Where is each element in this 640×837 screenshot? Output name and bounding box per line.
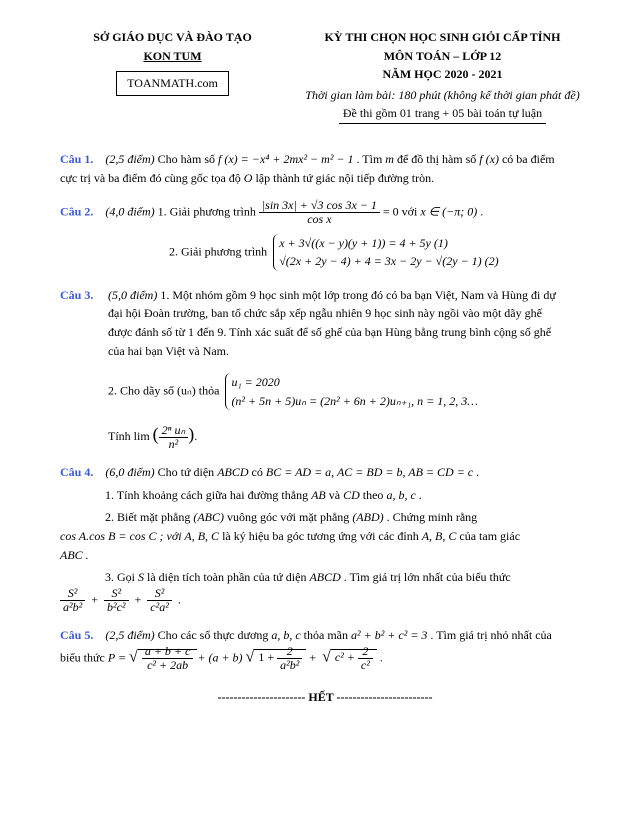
points-2: (4,0 điểm) bbox=[105, 205, 154, 219]
question-1: Câu 1. (2,5 điểm) Cho hàm số f (x) = −x⁴… bbox=[60, 150, 590, 187]
issuer-line-2: KON TUM bbox=[60, 47, 285, 66]
question-number-1: Câu 1. bbox=[60, 152, 93, 166]
header-right: KỲ THI CHỌN HỌC SINH GIỎI CẤP TỈNH MÔN T… bbox=[295, 28, 590, 124]
q2-part2: 2. Giải phương trình x + 3√((x − y)(y + … bbox=[169, 231, 590, 274]
exam-format: Đề thi gồm 01 trang + 05 bài toán tự luậ… bbox=[295, 104, 590, 124]
exam-title-2: MÔN TOÁN – LỚP 12 bbox=[295, 47, 590, 66]
q1-fx: f (x) = −x⁴ + 2mx² − m² − 1 bbox=[218, 152, 354, 166]
points-3: (5,0 điểm) bbox=[108, 288, 157, 302]
question-3: Câu 3. (5,0 điểm) 1. Một nhóm gồm 9 học … bbox=[60, 286, 590, 452]
exam-title-1: KỲ THI CHỌN HỌC SINH GIỎI CẤP TỈNH bbox=[295, 28, 590, 47]
points-5: (2,5 điểm) bbox=[105, 628, 154, 642]
question-4: Câu 4. (6,0 điểm) Cho tứ diện ABCD có BC… bbox=[60, 463, 590, 482]
header-left: SỞ GIÁO DỤC VÀ ĐÀO TẠO KON TUM TOANMATH.… bbox=[60, 28, 285, 124]
issuer-line-1: SỞ GIÁO DỤC VÀ ĐÀO TẠO bbox=[60, 28, 285, 47]
exam-page: SỞ GIÁO DỤC VÀ ĐÀO TẠO KON TUM TOANMATH.… bbox=[0, 0, 640, 837]
q2-system: x + 3√((x − y)(y + 1)) = 4 + 5y (1) √(2x… bbox=[273, 234, 498, 271]
q4-p3: 3. Gọi S là diện tích toàn phần của tứ d… bbox=[105, 568, 590, 614]
points-4: (6,0 điểm) bbox=[105, 465, 154, 479]
document-header: SỞ GIÁO DỤC VÀ ĐÀO TẠO KON TUM TOANMATH.… bbox=[60, 28, 590, 124]
source-box: TOANMATH.com bbox=[116, 71, 229, 96]
question-number-4: Câu 4. bbox=[60, 465, 93, 479]
question-number-2: Câu 2. bbox=[60, 205, 93, 219]
question-number-3: Câu 3. bbox=[60, 288, 93, 302]
q4-p2: 2. Biết mặt phẳng (ABC) vuông góc với mặ… bbox=[105, 508, 590, 564]
points-1: (2,5 điểm) bbox=[105, 152, 154, 166]
question-5: Câu 5. (2,5 điểm) Cho các số thực dương … bbox=[60, 626, 590, 672]
q3-lim-frac: 2ⁿ uₙ n² bbox=[159, 424, 189, 451]
question-2: Câu 2. (4,0 điểm) 1. Giải phương trình |… bbox=[60, 199, 590, 226]
end-marker: ---------------------- HẾT -------------… bbox=[60, 688, 590, 707]
exam-year: NĂM HỌC 2020 - 2021 bbox=[295, 65, 590, 84]
q2-fraction: |sin 3x| + √3 cos 3x − 1 cos x bbox=[259, 199, 380, 226]
q3-system: u₁ = 2020 (n² + 5n + 5)uₙ = (2n² + 6n + … bbox=[225, 373, 478, 410]
q4-p1: 1. Tính khoảng cách giữa hai đường thẳng… bbox=[105, 486, 590, 505]
question-number-5: Câu 5. bbox=[60, 628, 93, 642]
exam-duration: Thời gian làm bài: 180 phút (không kể th… bbox=[295, 86, 590, 105]
